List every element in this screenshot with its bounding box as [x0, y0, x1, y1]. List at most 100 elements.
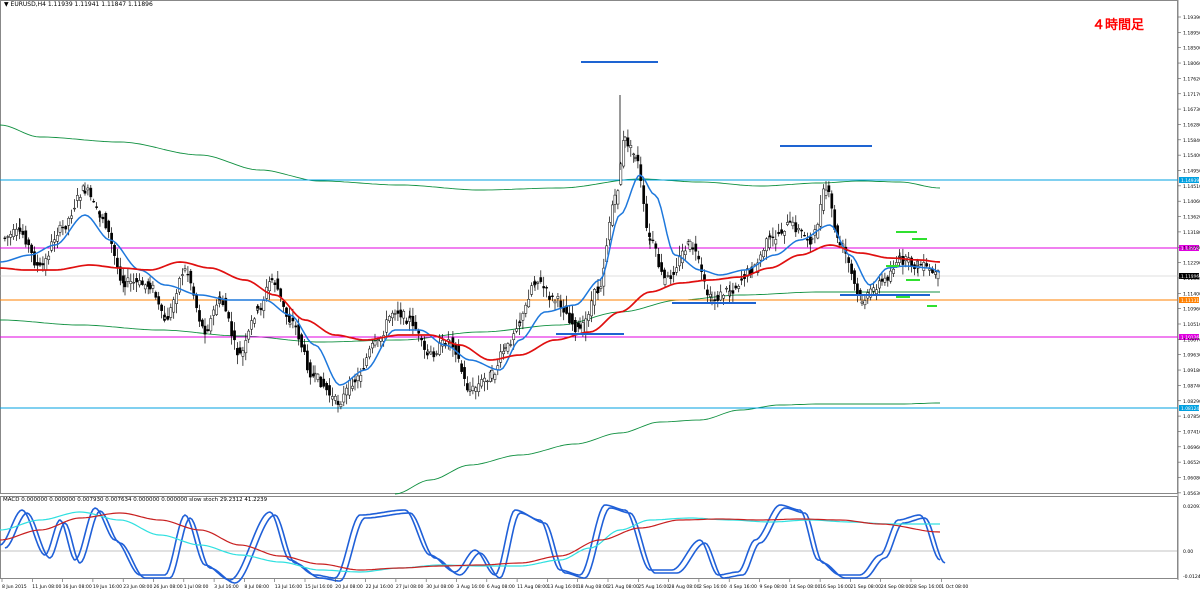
- candle-body: [256, 306, 260, 309]
- candle-body: [181, 274, 184, 276]
- level-price-tag: [1179, 405, 1199, 411]
- price-label: 1.15840: [1183, 138, 1200, 144]
- candle-body: [143, 284, 147, 290]
- candle-body: [38, 262, 42, 266]
- candle-body: [160, 304, 163, 311]
- main-panel-frame: [0, 0, 1178, 494]
- level-price-tag: [1179, 334, 1199, 340]
- candle-body: [244, 340, 248, 354]
- candle-body: [47, 255, 51, 260]
- price-label: 1.14060: [1183, 199, 1200, 205]
- candle-body: [675, 267, 678, 273]
- price-label: 1.06080: [1183, 476, 1200, 482]
- candle-body: [441, 339, 444, 347]
- candle-body: [282, 300, 285, 307]
- candle-body: [345, 387, 349, 396]
- candle-body: [356, 375, 360, 381]
- time-label: 14 Sep 08:00: [790, 584, 821, 590]
- candle-body: [737, 286, 741, 289]
- candle-body: [765, 238, 768, 252]
- candle-body: [551, 295, 554, 297]
- candle-body: [89, 187, 93, 198]
- price-label: 1.11400: [1183, 291, 1200, 297]
- candle-body: [209, 318, 213, 332]
- candle-body: [203, 325, 207, 335]
- candle-body: [648, 238, 652, 241]
- candle-body: [863, 300, 867, 306]
- candle-body: [645, 203, 648, 228]
- candle-body: [827, 185, 831, 192]
- candle-body: [101, 216, 105, 220]
- trend-segments[interactable]: [556, 61, 937, 335]
- candle-body: [236, 348, 239, 356]
- stoch-signal-line: [4, 507, 946, 584]
- candle-body: [502, 350, 505, 355]
- price-label: 1.11840: [1183, 276, 1200, 282]
- time-label: 28 Aug 08:00: [669, 584, 700, 590]
- candle-body: [351, 385, 354, 389]
- candle-body: [774, 239, 778, 245]
- price-label: 1.10510: [1183, 322, 1200, 328]
- envelope-middle-line: [0, 291, 940, 343]
- time-label: 20 Jul 08:00: [335, 584, 363, 590]
- candle-body: [336, 400, 340, 405]
- candle-body: [98, 214, 102, 218]
- candle-body: [166, 316, 170, 320]
- candle-body: [660, 262, 663, 272]
- candle-body: [348, 380, 351, 396]
- candle-body: [107, 220, 111, 232]
- candle-body: [880, 278, 884, 282]
- candle-body: [663, 277, 667, 285]
- price-label: 1.15400: [1183, 153, 1200, 159]
- candle-body: [728, 290, 732, 292]
- time-label: 3 Aug 16:00: [457, 584, 485, 590]
- candle-body: [178, 278, 181, 293]
- candle-body: [587, 314, 591, 321]
- candle-body: [847, 257, 851, 263]
- candle-body: [928, 268, 931, 271]
- candle-body: [438, 342, 441, 355]
- candle-body: [898, 256, 902, 258]
- candle-body: [123, 281, 127, 288]
- candle-body: [716, 294, 720, 301]
- candle-body: [270, 278, 274, 281]
- price-label: 1.17620: [1183, 76, 1200, 82]
- candle-body: [725, 287, 728, 290]
- candle-body: [414, 321, 418, 330]
- candle-body: [936, 270, 940, 280]
- candle-body: [15, 228, 18, 236]
- candle-body: [322, 378, 326, 387]
- candle-body: [466, 383, 469, 391]
- candle-body: [24, 230, 28, 245]
- candle-body: [593, 289, 596, 306]
- ma-red-line: [0, 244, 941, 361]
- price-label: 1.13180: [1183, 230, 1200, 236]
- candle-body: [288, 322, 292, 325]
- candle-body: [408, 315, 412, 318]
- candle-body: [869, 288, 873, 298]
- candle-body: [385, 319, 388, 333]
- candle-body: [118, 266, 122, 281]
- candle-body: [571, 313, 574, 325]
- candle-body: [98, 211, 101, 215]
- candle-body: [67, 218, 71, 226]
- candle-body: [518, 321, 522, 323]
- candle-body: [771, 236, 775, 238]
- candle-body: [559, 300, 563, 308]
- candle-body: [788, 220, 792, 223]
- candle-body: [391, 312, 394, 319]
- candle-body: [490, 369, 494, 379]
- price-label: 1.13620: [1183, 215, 1200, 221]
- candle-body: [833, 209, 837, 230]
- candle-body: [411, 315, 415, 327]
- price-label: 1.08290: [1183, 399, 1200, 405]
- candle-body: [850, 263, 853, 274]
- horizontal-lines[interactable]: 1.14939 1.13059 1.11131 1.10126 1.08124 1.118…: [0, 177, 1199, 412]
- price-label: 1.08740: [1183, 383, 1200, 389]
- candle-body: [471, 385, 475, 391]
- candle-body: [783, 231, 786, 236]
- candle-body: [875, 289, 878, 295]
- candle-body: [189, 270, 193, 284]
